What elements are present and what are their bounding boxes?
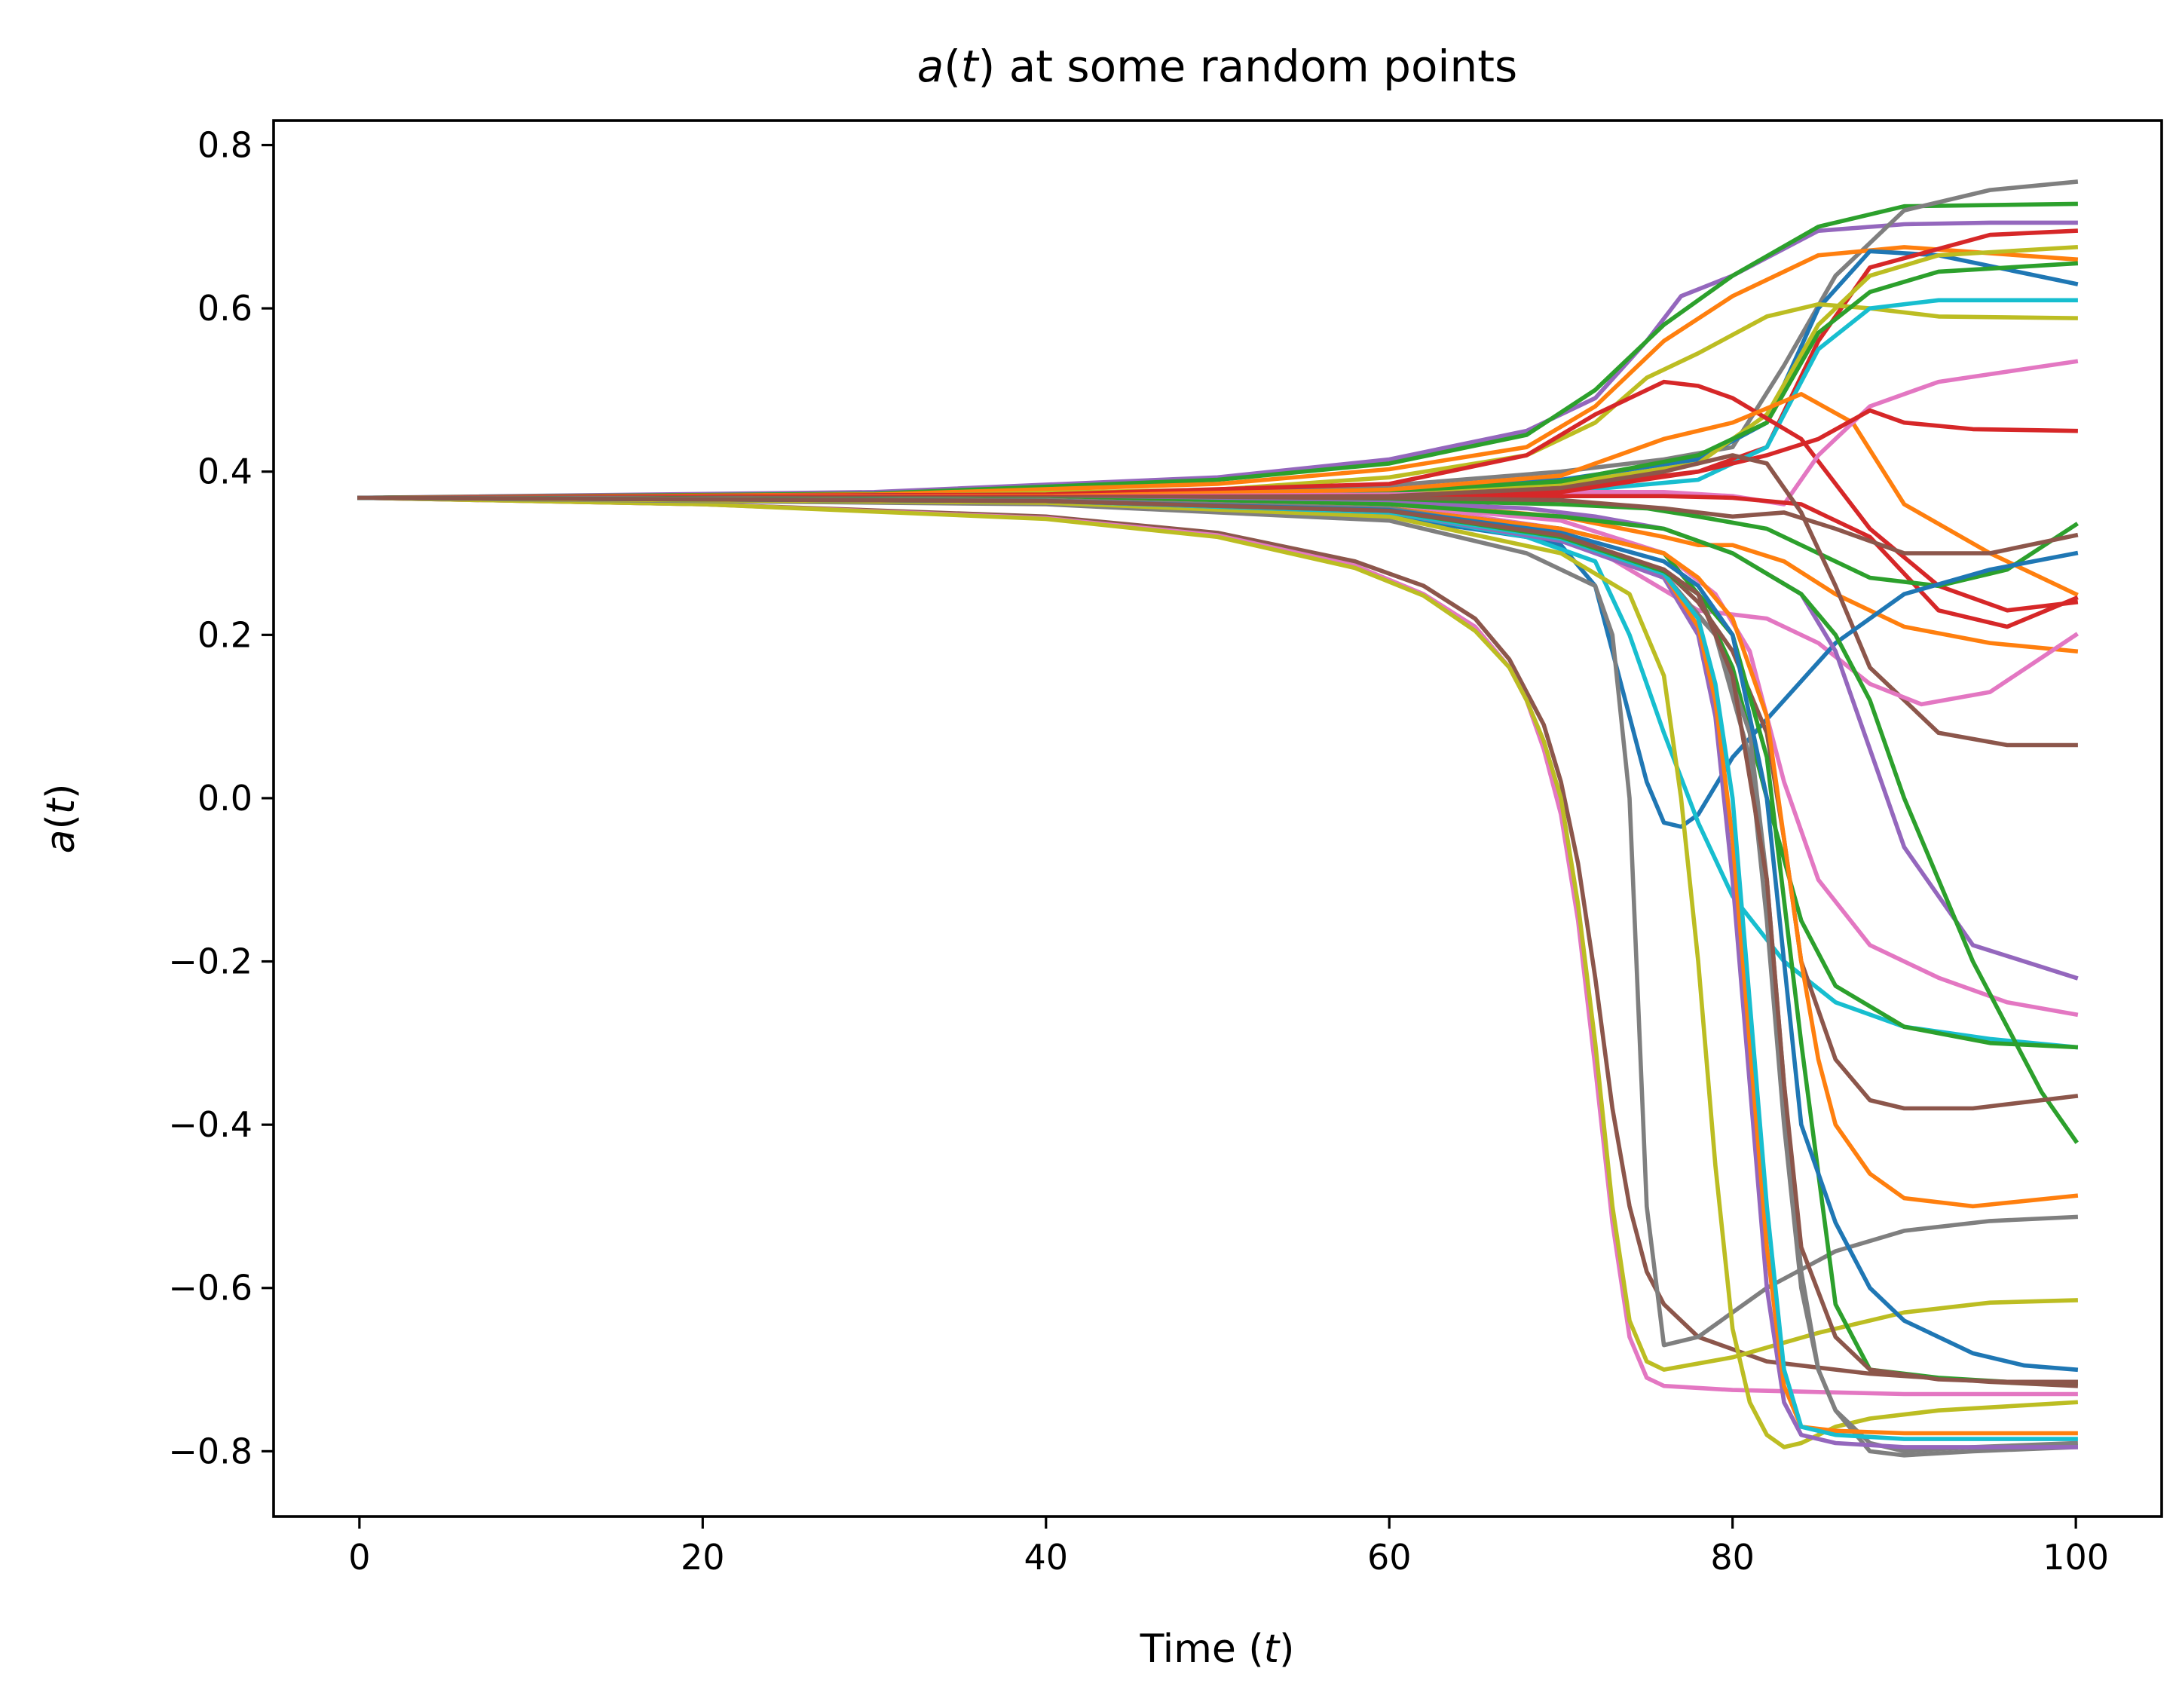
x-tick-label: 20	[681, 1537, 725, 1578]
series-line-4	[357, 245, 2079, 500]
y-tick-label: 0.0	[197, 778, 252, 819]
y-tick-label: 0.4	[197, 451, 252, 492]
y-tick-label: −0.6	[168, 1268, 252, 1309]
x-tick-label: 80	[1710, 1537, 1755, 1578]
y-tick-label: 0.8	[197, 124, 252, 165]
x-tick-label: 0	[348, 1537, 370, 1578]
series-line-26	[357, 495, 2079, 1144]
series-line-8	[357, 298, 2078, 500]
text-part: t	[38, 797, 84, 814]
x-tick-label: 40	[1024, 1537, 1068, 1578]
x-axis-label: Time (t)	[1140, 1627, 1295, 1672]
y-tick-label: −0.8	[168, 1431, 252, 1471]
y-tick-label: 0.2	[197, 614, 252, 655]
text-part: (	[944, 41, 961, 92]
y-axis-label: a(t)	[38, 784, 84, 854]
text-part: ) at some random points	[978, 41, 1518, 92]
series-line-27	[357, 495, 2079, 1111]
series-line-2	[357, 201, 2078, 500]
series-line-12	[357, 391, 2079, 597]
series-line-41	[357, 495, 2078, 1385]
text-part: t	[1264, 1627, 1281, 1672]
series-line-29	[357, 495, 2079, 1388]
text-part: )	[38, 784, 84, 799]
y-axis-ticks: 0.8 0.6 0.4 0.2 0.0 −0.2 −0.4 −0.6 −0.8	[168, 124, 274, 1471]
series-line-22	[357, 495, 2079, 1050]
series-line-23	[357, 495, 2079, 981]
y-tick-label: 0.6	[197, 288, 252, 329]
series-layer	[357, 179, 2079, 1458]
text-part: t	[961, 41, 980, 92]
text-part: a	[38, 830, 84, 854]
y-tick-label: −0.2	[168, 941, 252, 982]
y-tick-label: −0.4	[168, 1104, 252, 1145]
series-line-20	[357, 495, 2079, 707]
series-line-32	[357, 495, 2079, 1348]
text-part: Time (	[1140, 1627, 1264, 1672]
series-line-39	[357, 495, 2078, 1385]
series-line-19	[357, 453, 2078, 748]
text-part: a	[917, 41, 944, 92]
plot-frame	[272, 119, 2163, 1518]
series-line-25	[357, 495, 2079, 1050]
series-line-33	[357, 495, 2079, 1449]
text-part: )	[1279, 1627, 1294, 1672]
series-line-36	[357, 495, 2078, 1449]
chart-title: a(t) at some random points	[917, 41, 1518, 92]
text-part: (	[38, 814, 84, 829]
series-line-28	[357, 495, 2079, 1209]
series-line-16	[357, 495, 2079, 654]
x-tick-label: 60	[1367, 1537, 1412, 1578]
series-line-15	[357, 494, 2079, 629]
series-line-40	[357, 495, 2079, 1373]
series-line-24	[357, 495, 2079, 1018]
x-axis-ticks: 0 20 40 60 80 100	[348, 1517, 2109, 1578]
series-line-31	[357, 495, 2078, 1372]
x-tick-label: 100	[2043, 1537, 2109, 1578]
